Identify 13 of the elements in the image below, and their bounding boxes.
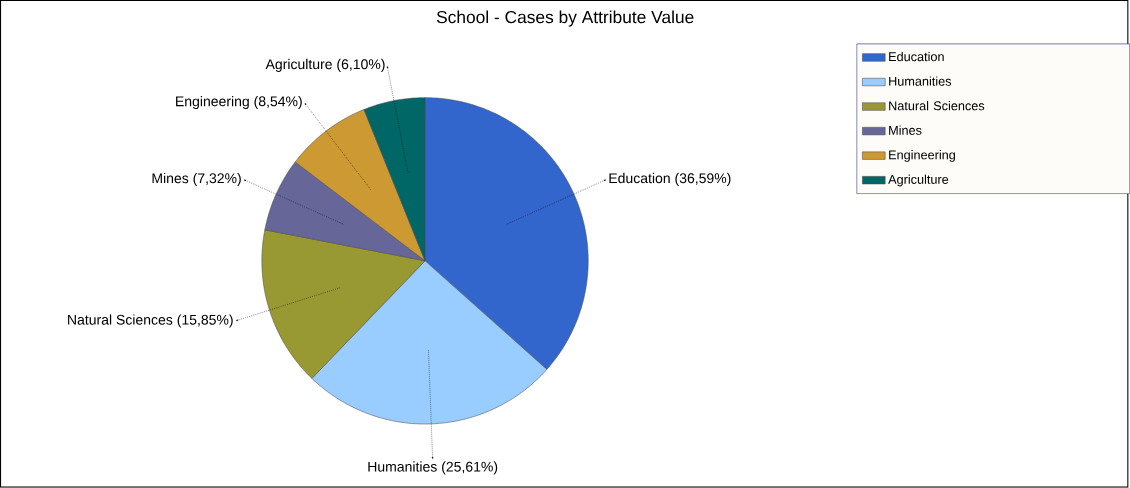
legend-label: Natural Sciences [889,101,985,111]
legend-label: Humanities [889,76,952,86]
data-label: Mines (7,32%) [152,173,241,187]
chart-title: School - Cases by Attribute Value [436,10,694,27]
legend-label: Agriculture [888,174,949,187]
legend-label: Education [889,52,944,62]
data-label: Humanities (25,61%) [368,461,498,475]
legend-label: Engineering [889,150,955,163]
legend-label: Mines [889,125,922,135]
data-label: Education (36,59%) [609,173,731,187]
data-label: Agriculture (6,10%) [265,59,385,73]
data-label: Natural Sciences (15,85%) [68,314,233,328]
data-label: Engineering (8,54%) [176,96,302,110]
